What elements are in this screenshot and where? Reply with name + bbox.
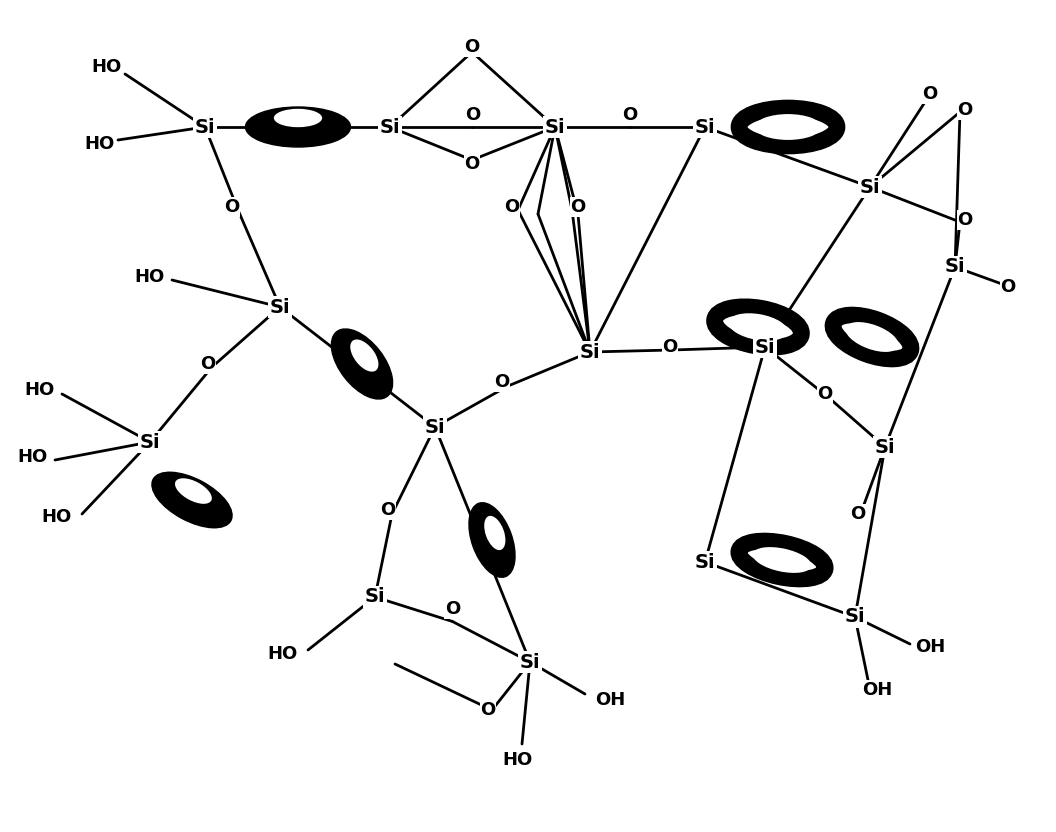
Text: Si: Si [695,117,715,136]
Text: Si: Si [695,552,715,572]
Text: HO: HO [24,381,55,399]
Text: O: O [817,385,832,403]
Ellipse shape [245,107,351,147]
Text: HO: HO [268,645,298,663]
Text: HO: HO [84,135,115,153]
Text: Si: Si [364,587,385,607]
Text: OH: OH [862,681,892,699]
Text: Si: Si [545,117,565,136]
Ellipse shape [755,114,822,140]
Text: O: O [224,198,240,216]
Text: Si: Si [380,117,400,136]
Text: O: O [570,198,586,216]
Ellipse shape [175,478,212,504]
Text: O: O [850,505,866,523]
Ellipse shape [152,473,232,527]
Text: O: O [1000,278,1016,296]
Ellipse shape [755,116,822,142]
Text: Si: Si [580,343,600,361]
Ellipse shape [715,307,802,347]
Ellipse shape [274,109,322,127]
Ellipse shape [739,108,837,146]
Text: O: O [662,338,678,356]
Text: Si: Si [139,433,161,452]
Text: O: O [465,106,480,124]
Text: O: O [201,355,215,373]
Text: Si: Si [269,298,290,316]
Text: O: O [465,155,479,173]
Text: Si: Si [945,257,965,276]
Text: Si: Si [874,438,895,457]
Ellipse shape [485,516,506,550]
Text: O: O [465,38,479,56]
Text: O: O [505,198,520,216]
Text: OH: OH [595,691,625,709]
Text: O: O [622,106,638,124]
Text: O: O [494,373,510,391]
Ellipse shape [752,549,811,575]
Text: HO: HO [18,448,48,466]
Text: O: O [380,501,396,519]
Ellipse shape [753,547,811,573]
Text: Si: Si [845,607,865,626]
Text: HO: HO [92,58,122,76]
Ellipse shape [845,324,898,354]
Text: HO: HO [135,268,165,286]
Ellipse shape [729,315,787,343]
Text: Si: Si [860,177,881,196]
Text: O: O [445,601,460,618]
Text: HO: HO [42,508,72,526]
Text: Si: Si [520,652,541,671]
Text: Si: Si [755,338,775,356]
Text: Si: Si [194,117,215,136]
Text: HO: HO [503,751,533,769]
Ellipse shape [729,314,788,341]
Ellipse shape [332,329,393,399]
Ellipse shape [833,315,911,359]
Ellipse shape [351,339,378,372]
Text: Si: Si [425,418,446,437]
Ellipse shape [739,541,825,579]
Ellipse shape [846,322,899,352]
Ellipse shape [469,503,515,577]
Text: O: O [958,211,973,229]
Text: O: O [480,701,495,719]
Text: O: O [922,85,938,103]
Text: O: O [958,101,973,119]
Text: OH: OH [914,638,945,656]
